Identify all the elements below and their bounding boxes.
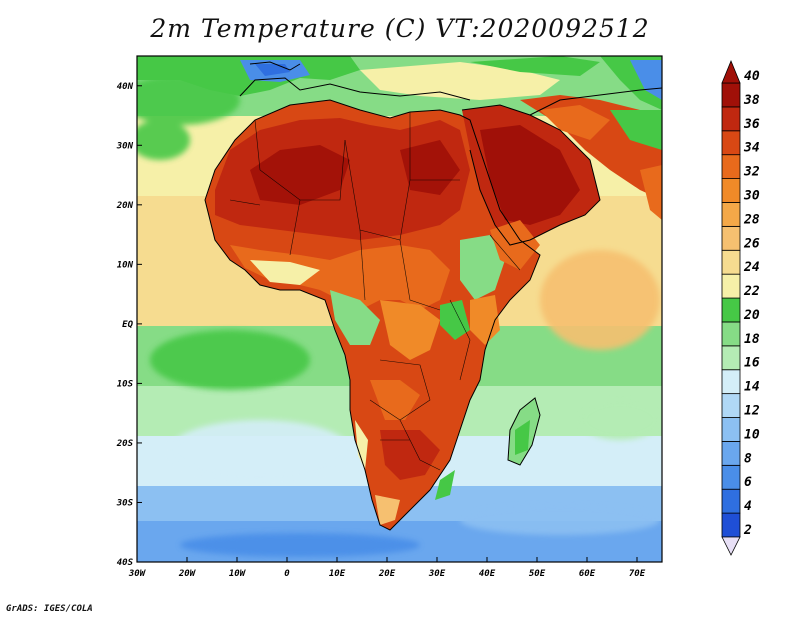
colorbar-label: 32 (743, 165, 760, 180)
colorbar-label: 12 (744, 404, 760, 419)
lon-tick-label: 20E (378, 569, 396, 579)
colorbar-min-arrow (721, 536, 741, 556)
lat-tick-label: 20S (116, 439, 134, 449)
colorbar-segment (721, 464, 741, 490)
colorbar-label: 4 (744, 499, 752, 514)
lat-tick-label: 40S (117, 558, 134, 568)
map-frame (136, 55, 663, 563)
lat-tick-label: 30S (116, 498, 134, 508)
colorbar-segment (721, 417, 741, 442)
colorbar-label: 2 (743, 523, 752, 538)
colorbar-label: 20 (743, 308, 760, 323)
colorbar-segment (721, 106, 741, 132)
lon-tick-label: 10E (329, 569, 346, 579)
colorbar-label: 36 (743, 117, 760, 132)
colorbar-label: 26 (743, 236, 760, 251)
colorbar-segment (721, 202, 741, 227)
colorbar-label: 22 (743, 284, 760, 299)
lon-tick-label: 40E (479, 569, 496, 579)
colorbar-segment (721, 488, 741, 514)
colorbar-segment (721, 225, 741, 251)
colorbar-label: 10 (744, 427, 760, 442)
credit-label: GrADS: IGES/COLA (6, 604, 93, 614)
lon-tick-label: 20W (178, 569, 197, 579)
lon-tick-label: 0 (284, 569, 290, 579)
lat-tick-label: 40N (117, 82, 134, 92)
colorbar-segment (721, 249, 741, 275)
colorbar-label: 6 (744, 475, 752, 490)
colorbar-segment (721, 321, 741, 347)
lon-tick-label: 60E (579, 569, 596, 579)
colorbar-label: 14 (744, 380, 760, 395)
colorbar-segment (721, 297, 741, 323)
lon-tick-label: 10W (229, 569, 247, 579)
lon-tick-label: 50E (529, 569, 546, 579)
colorbar-segment (721, 345, 741, 371)
lat-tick-label: 10S (117, 379, 134, 389)
map-title: 2m Temperature (C) VT:2020092512 (150, 14, 650, 43)
colorbar-label: 18 (744, 332, 760, 347)
colorbar-label: 30 (743, 188, 760, 203)
colorbar-max-arrow (721, 59, 741, 84)
colorbar-segment (721, 82, 741, 108)
colorbar-label: 34 (743, 141, 760, 156)
colorbar-label: 16 (744, 356, 760, 371)
lon-tick-label: 30W (128, 569, 147, 579)
colorbar-label: 40 (744, 69, 760, 84)
colorbar-segment (721, 512, 741, 538)
colorbar-segment (721, 273, 741, 299)
colorbar-label: 28 (743, 212, 760, 227)
temperature-field (137, 56, 662, 562)
colorbar-segment (721, 130, 741, 156)
colorbar-segment (721, 178, 741, 203)
colorbar-label: 38 (743, 93, 760, 108)
colorbar-label: 8 (744, 451, 752, 466)
colorbar-segment (721, 441, 741, 466)
lat-tick-label: 10N (117, 260, 134, 270)
lat-tick-label: 30N (116, 141, 134, 151)
lon-tick-label: 70E (629, 569, 646, 579)
lon-tick-label: 30E (428, 569, 446, 579)
colorbar-segment (721, 154, 741, 179)
colorbar-segment (721, 369, 741, 395)
colorbar-segment (721, 393, 741, 418)
lat-tick-label: 20N (116, 201, 134, 211)
map-axes: 30W 20W 10W 0 10E 20E 30E 40E 50E 60E 70E 40S 30S 20S… (116, 82, 646, 579)
lat-tick-label: EQ (122, 320, 133, 330)
colorbar-label: 24 (743, 260, 760, 275)
